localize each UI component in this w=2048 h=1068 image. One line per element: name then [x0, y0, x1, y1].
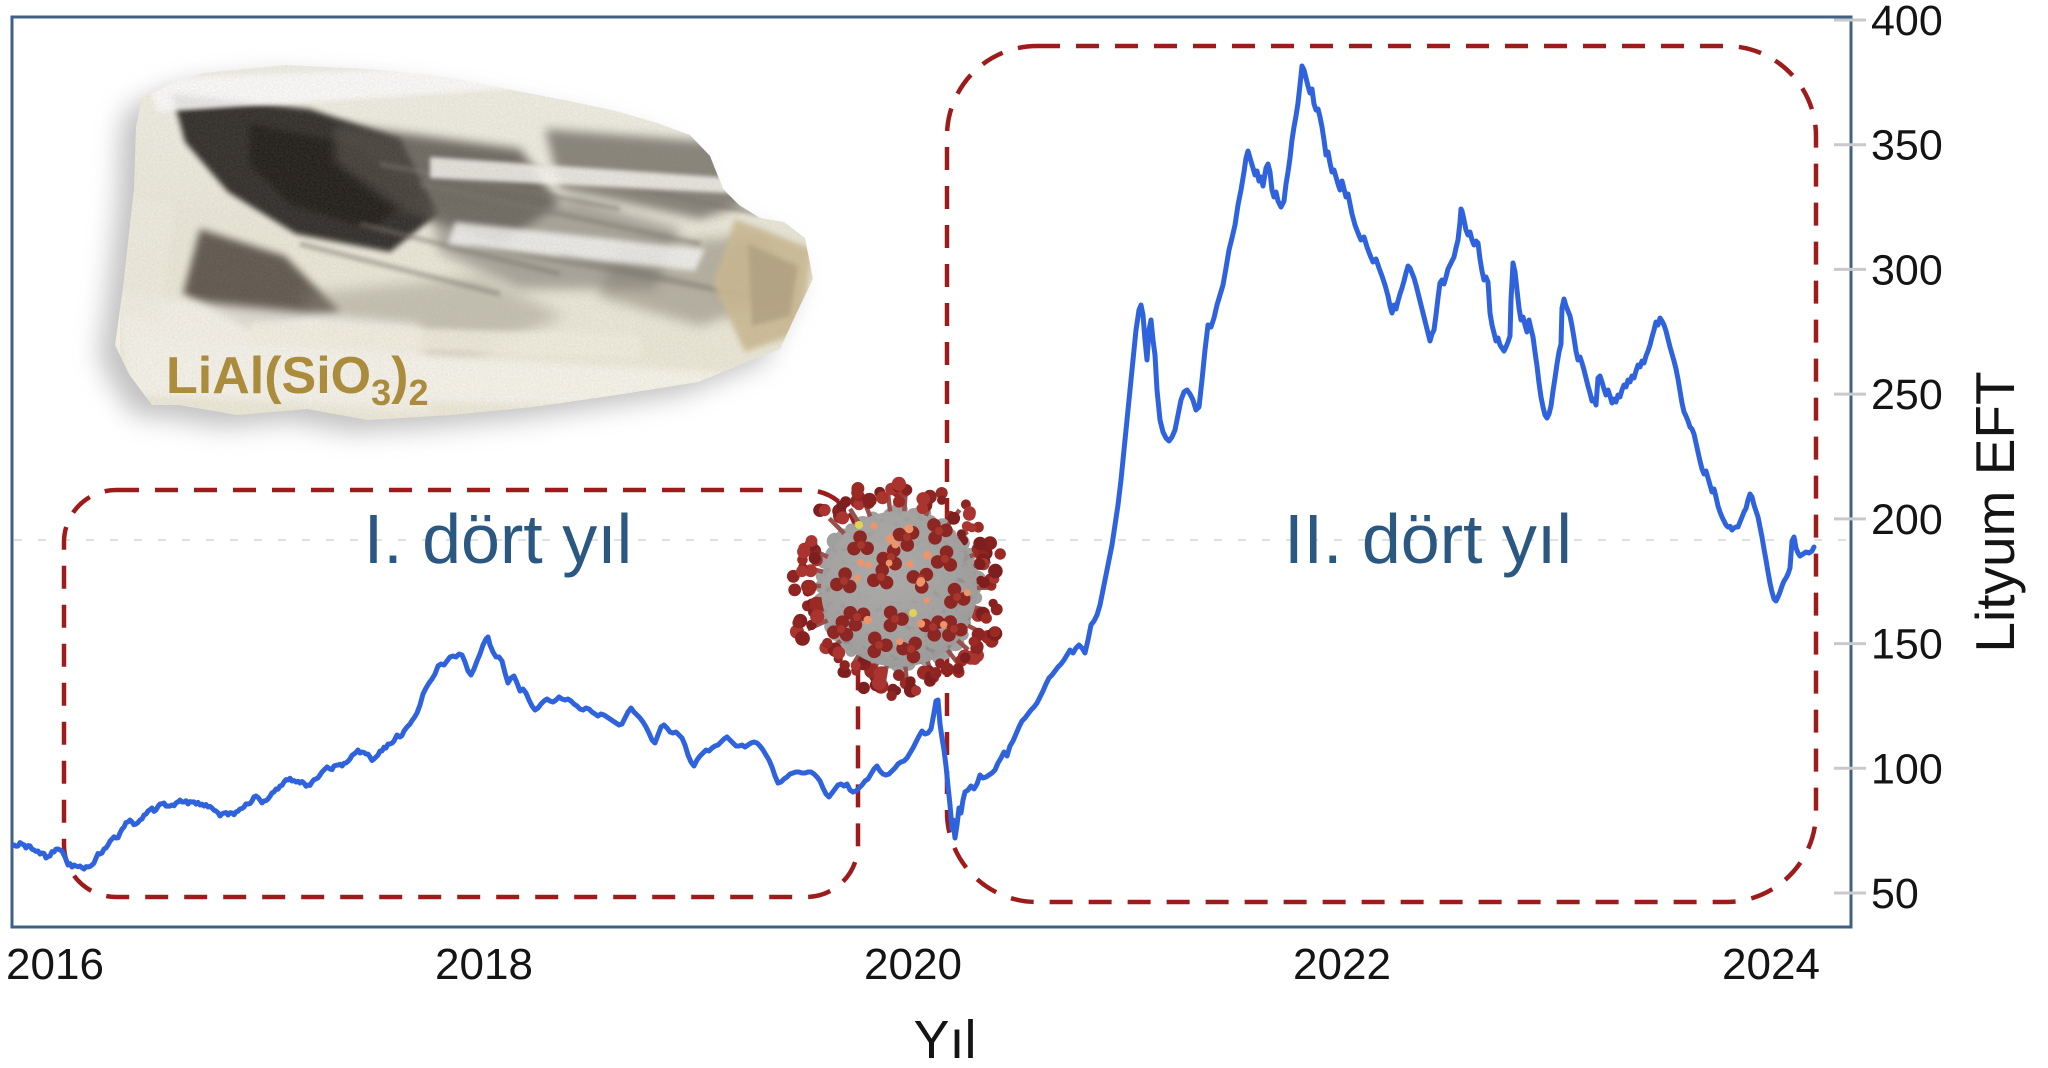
svg-text:2016: 2016: [6, 940, 104, 989]
svg-text:2018: 2018: [435, 940, 533, 989]
svg-text:400: 400: [1871, 0, 1943, 45]
svg-text:Lityum EFT: Lityum EFT: [1964, 371, 2026, 652]
svg-text:50: 50: [1871, 870, 1919, 918]
svg-text:Yıl: Yıl: [913, 1010, 976, 1068]
svg-text:250: 250: [1871, 371, 1943, 419]
svg-text:200: 200: [1871, 496, 1943, 544]
svg-text:350: 350: [1871, 122, 1943, 170]
svg-text:2024: 2024: [1722, 940, 1820, 989]
svg-text:150: 150: [1871, 621, 1943, 669]
svg-text:I. dört yıl: I. dört yıl: [364, 500, 632, 578]
svg-text:300: 300: [1871, 246, 1943, 294]
svg-text:2020: 2020: [864, 940, 962, 989]
svg-text:100: 100: [1871, 745, 1943, 793]
svg-text:II. dört yıl: II. dört yıl: [1284, 500, 1572, 578]
svg-text:2022: 2022: [1293, 940, 1391, 989]
